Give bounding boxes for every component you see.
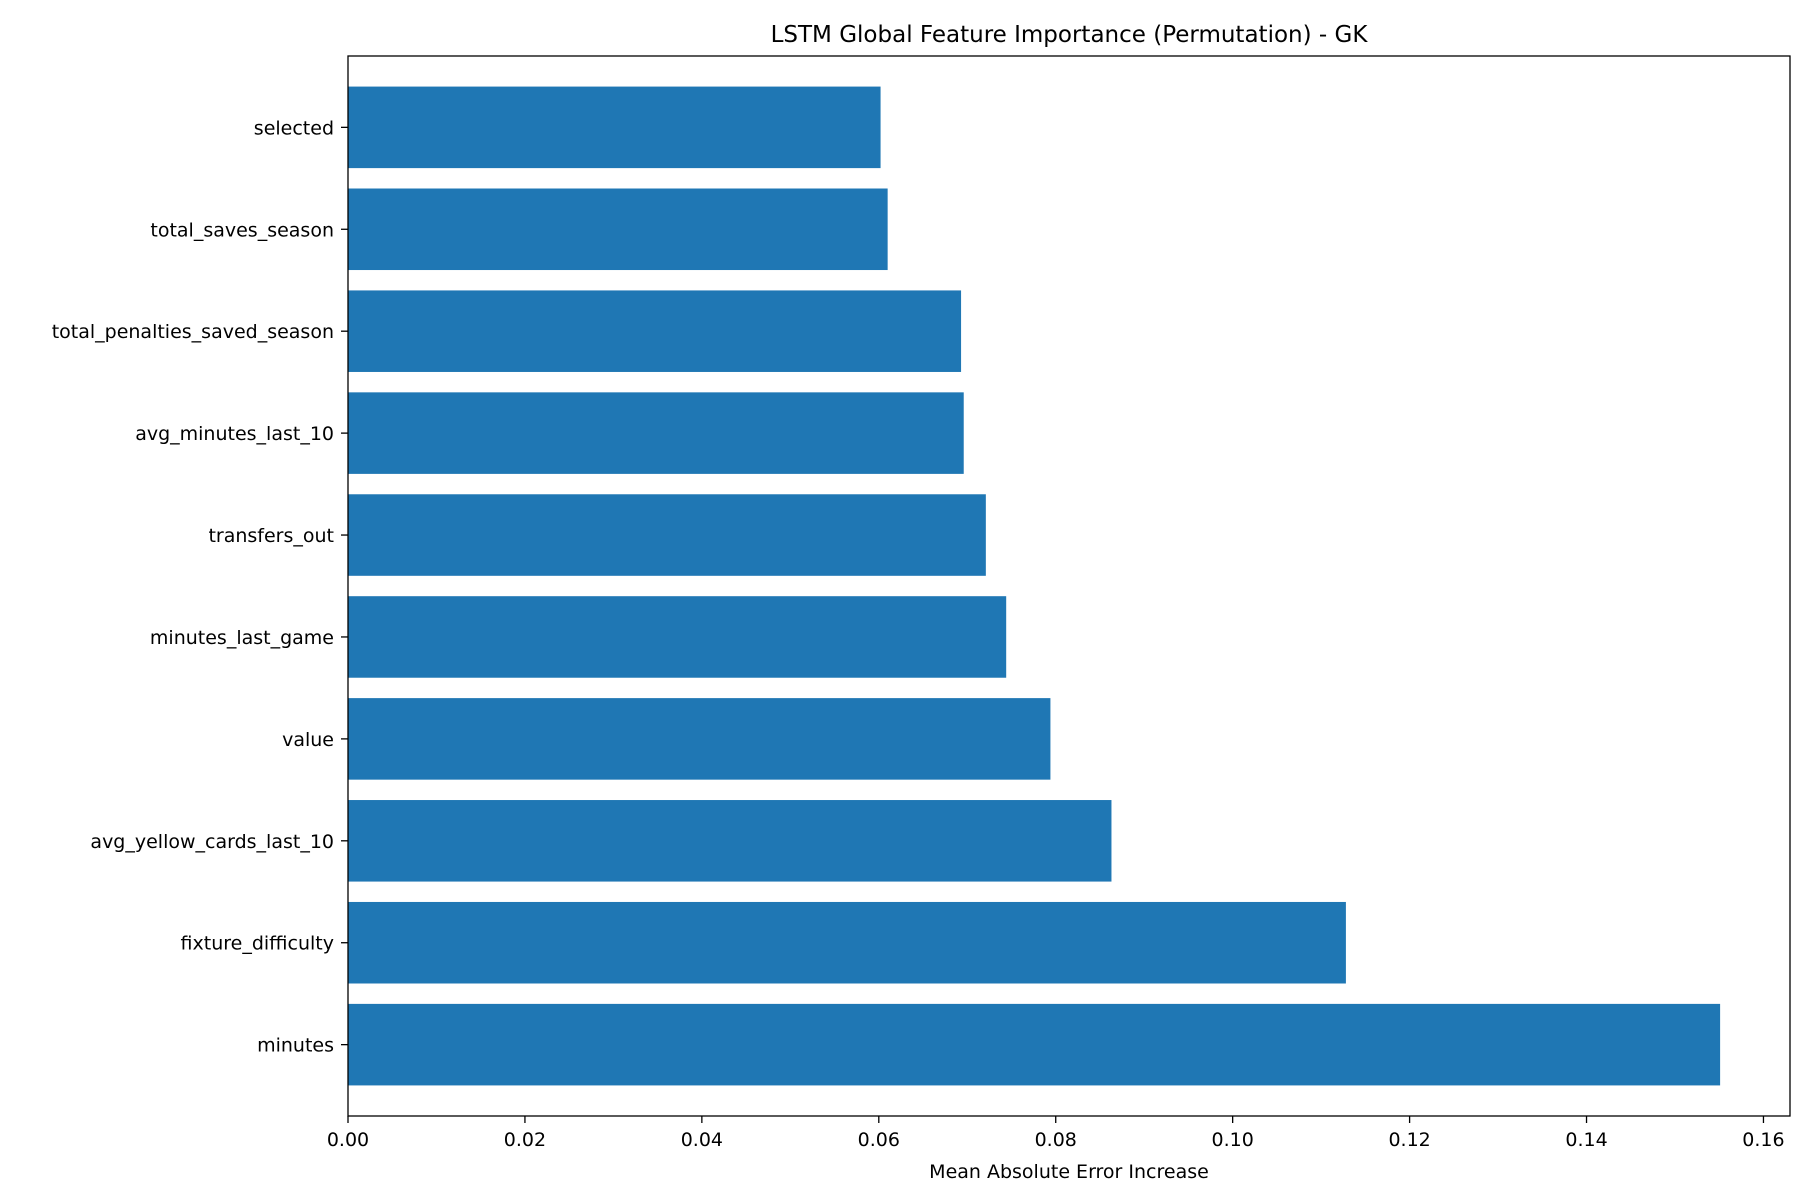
bar-selected (348, 86, 881, 169)
bar-avg-minutes-last-10 (348, 392, 964, 474)
y-tick-label: total_saves_season (150, 219, 334, 241)
chart-title: LSTM Global Feature Importance (Permutat… (771, 22, 1369, 48)
y-tick-label: avg_minutes_last_10 (135, 423, 334, 445)
x-tick-label: 0.16 (1742, 1129, 1784, 1151)
x-tick-label: 0.12 (1388, 1129, 1430, 1151)
x-tick-label: 0.10 (1212, 1129, 1254, 1151)
y-tick-label: fixture_difficulty (181, 933, 334, 955)
bar-total-penalties-saved-season (348, 290, 962, 372)
x-tick-label: 0.00 (327, 1129, 369, 1151)
bar-transfers-out (348, 494, 986, 576)
ticks-layer: selected total_saves_season total_penaltie… (52, 117, 1785, 1151)
plot-frame (347, 55, 1791, 1117)
y-tick-label: total_penalties_saved_season (52, 321, 334, 343)
y-tick-label: minutes_last_game (150, 627, 334, 649)
x-tick-label: 0.02 (504, 1129, 546, 1151)
bar-avg-yellow-cards-last-10 (348, 800, 1112, 882)
y-tick-label: minutes (257, 1035, 334, 1057)
bar-minutes-last-game (348, 596, 1007, 678)
y-tick-label: selected (254, 117, 334, 139)
bars-layer (348, 86, 1721, 1086)
x-tick-label: 0.06 (858, 1129, 900, 1151)
x-axis-label: Mean Absolute Error Increase (929, 1161, 1209, 1183)
bar-value (348, 698, 1051, 780)
x-tick-label: 0.04 (681, 1129, 723, 1151)
bar-total-saves-season (348, 188, 888, 271)
y-tick-label: avg_yellow_cards_last_10 (90, 831, 334, 853)
bar-minutes (348, 1003, 1721, 1086)
y-tick-label: value (282, 729, 334, 751)
bar-fixture-difficulty (348, 901, 1346, 984)
x-tick-label: 0.08 (1035, 1129, 1077, 1151)
y-tick-label: transfers_out (208, 525, 334, 547)
x-tick-label: 0.14 (1565, 1129, 1607, 1151)
